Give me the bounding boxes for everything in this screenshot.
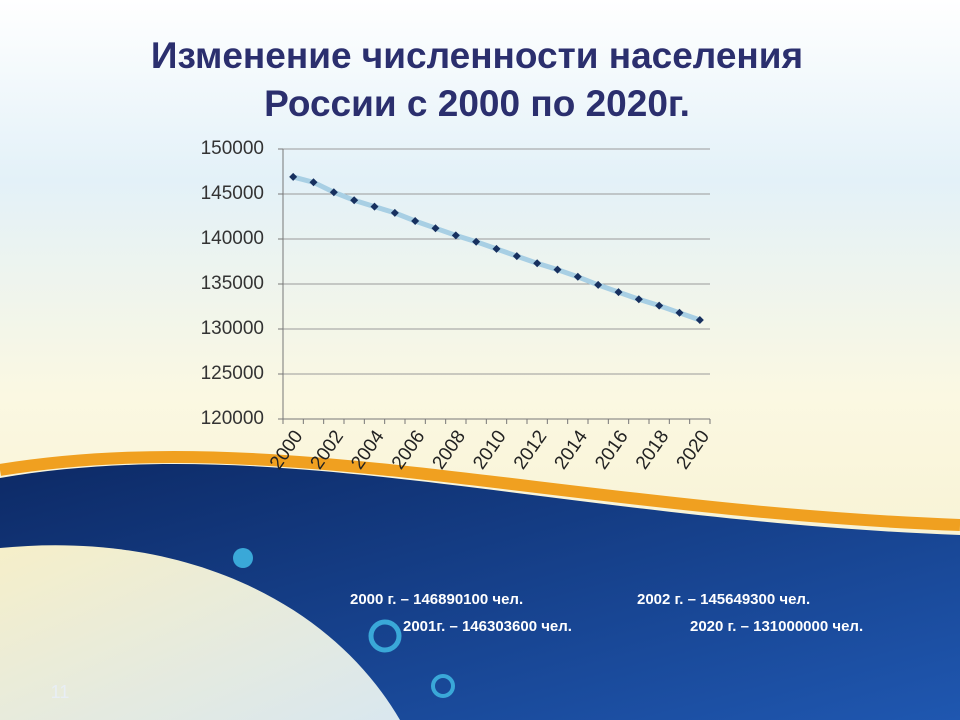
point [655, 301, 664, 310]
point [492, 244, 501, 253]
point [451, 231, 460, 240]
point [695, 316, 704, 324]
point [573, 272, 582, 281]
point [329, 188, 338, 197]
y-tick-label: 150000 [201, 138, 264, 159]
point [553, 265, 562, 274]
chart-title: России с 2000 по 2020г. [264, 83, 690, 124]
point [512, 252, 521, 261]
point [350, 196, 359, 205]
annotation: 2020 г. – 131000000 чел. [690, 618, 863, 635]
annotation: 2002 г. – 145649300 чел. [637, 591, 810, 608]
point [594, 280, 603, 289]
y-tick-label: 145000 [201, 183, 264, 204]
chart-title: Изменение численности населения [151, 35, 803, 76]
decor-circle [368, 619, 402, 653]
decor-circle [431, 674, 455, 698]
point [431, 224, 440, 233]
y-tick-label: 125000 [201, 363, 264, 384]
point [289, 172, 298, 181]
point [675, 308, 684, 317]
y-tick-label: 120000 [201, 408, 264, 429]
point [390, 208, 399, 217]
point [472, 237, 481, 246]
point [309, 178, 318, 187]
annotation: 2000 г. – 146890100 чел. [350, 591, 523, 608]
wave-light [0, 545, 400, 720]
y-tick-label: 130000 [201, 318, 264, 339]
slide-number: 11 [51, 682, 70, 702]
point [634, 295, 643, 304]
annotation: 2001г. – 146303600 чел. [403, 618, 572, 635]
point [614, 288, 623, 297]
point [533, 259, 542, 268]
wave-orange [0, 451, 960, 531]
point [411, 217, 420, 225]
point [370, 202, 379, 211]
y-tick-label: 140000 [201, 228, 264, 249]
decor-circle [233, 548, 253, 568]
y-tick-label: 135000 [201, 273, 264, 294]
